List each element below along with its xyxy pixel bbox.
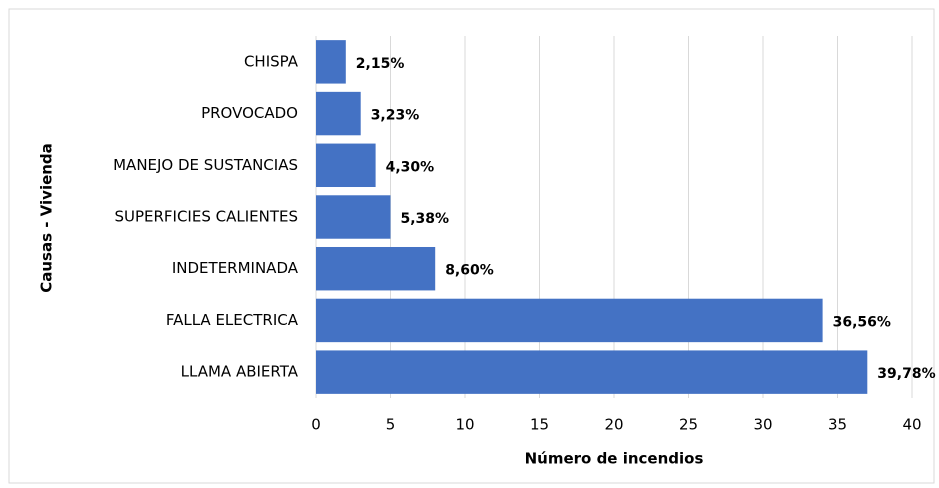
value-label: 8,60%: [445, 263, 494, 279]
y-tick-label: PROVOCADO: [201, 104, 298, 122]
bar: [316, 195, 391, 239]
bar: [316, 40, 346, 84]
x-tick-label: 40: [902, 416, 921, 434]
x-tick-label: 35: [828, 416, 847, 434]
value-label: 4,30%: [386, 159, 435, 175]
y-tick-label: MANEJO DE SUSTANCIAS: [113, 156, 298, 174]
value-label: 3,23%: [371, 108, 420, 124]
x-tick-label: 15: [530, 416, 549, 434]
bar: [316, 91, 361, 136]
x-tick-label: 10: [455, 416, 474, 434]
y-tick-label: FALLA ELECTRICA: [166, 311, 299, 329]
value-label: 2,15%: [356, 56, 405, 72]
x-tick-label: 25: [679, 416, 698, 434]
y-tick-label: INDETERMINADA: [172, 259, 299, 277]
x-tick-label: 0: [311, 416, 321, 434]
x-axis-title: Número de incendios: [525, 450, 704, 468]
y-tick-label: LLAMA ABIERTA: [181, 363, 299, 381]
x-tick-label: 20: [604, 416, 623, 434]
y-axis-title: Causas - Vivienda: [38, 143, 56, 293]
bar: [316, 298, 823, 343]
y-tick-label: SUPERFICIES CALIENTES: [114, 208, 298, 226]
y-tick-label: CHISPA: [244, 52, 299, 70]
value-label: 36,56%: [833, 314, 891, 330]
x-tick-label: 30: [753, 416, 772, 434]
value-label: 39,78%: [877, 366, 935, 382]
bar: [316, 246, 436, 291]
value-label: 5,38%: [401, 211, 450, 227]
chart-border: [8, 8, 935, 484]
bar: [316, 143, 376, 188]
x-tick-label: 5: [386, 416, 396, 434]
bar: [316, 350, 868, 394]
